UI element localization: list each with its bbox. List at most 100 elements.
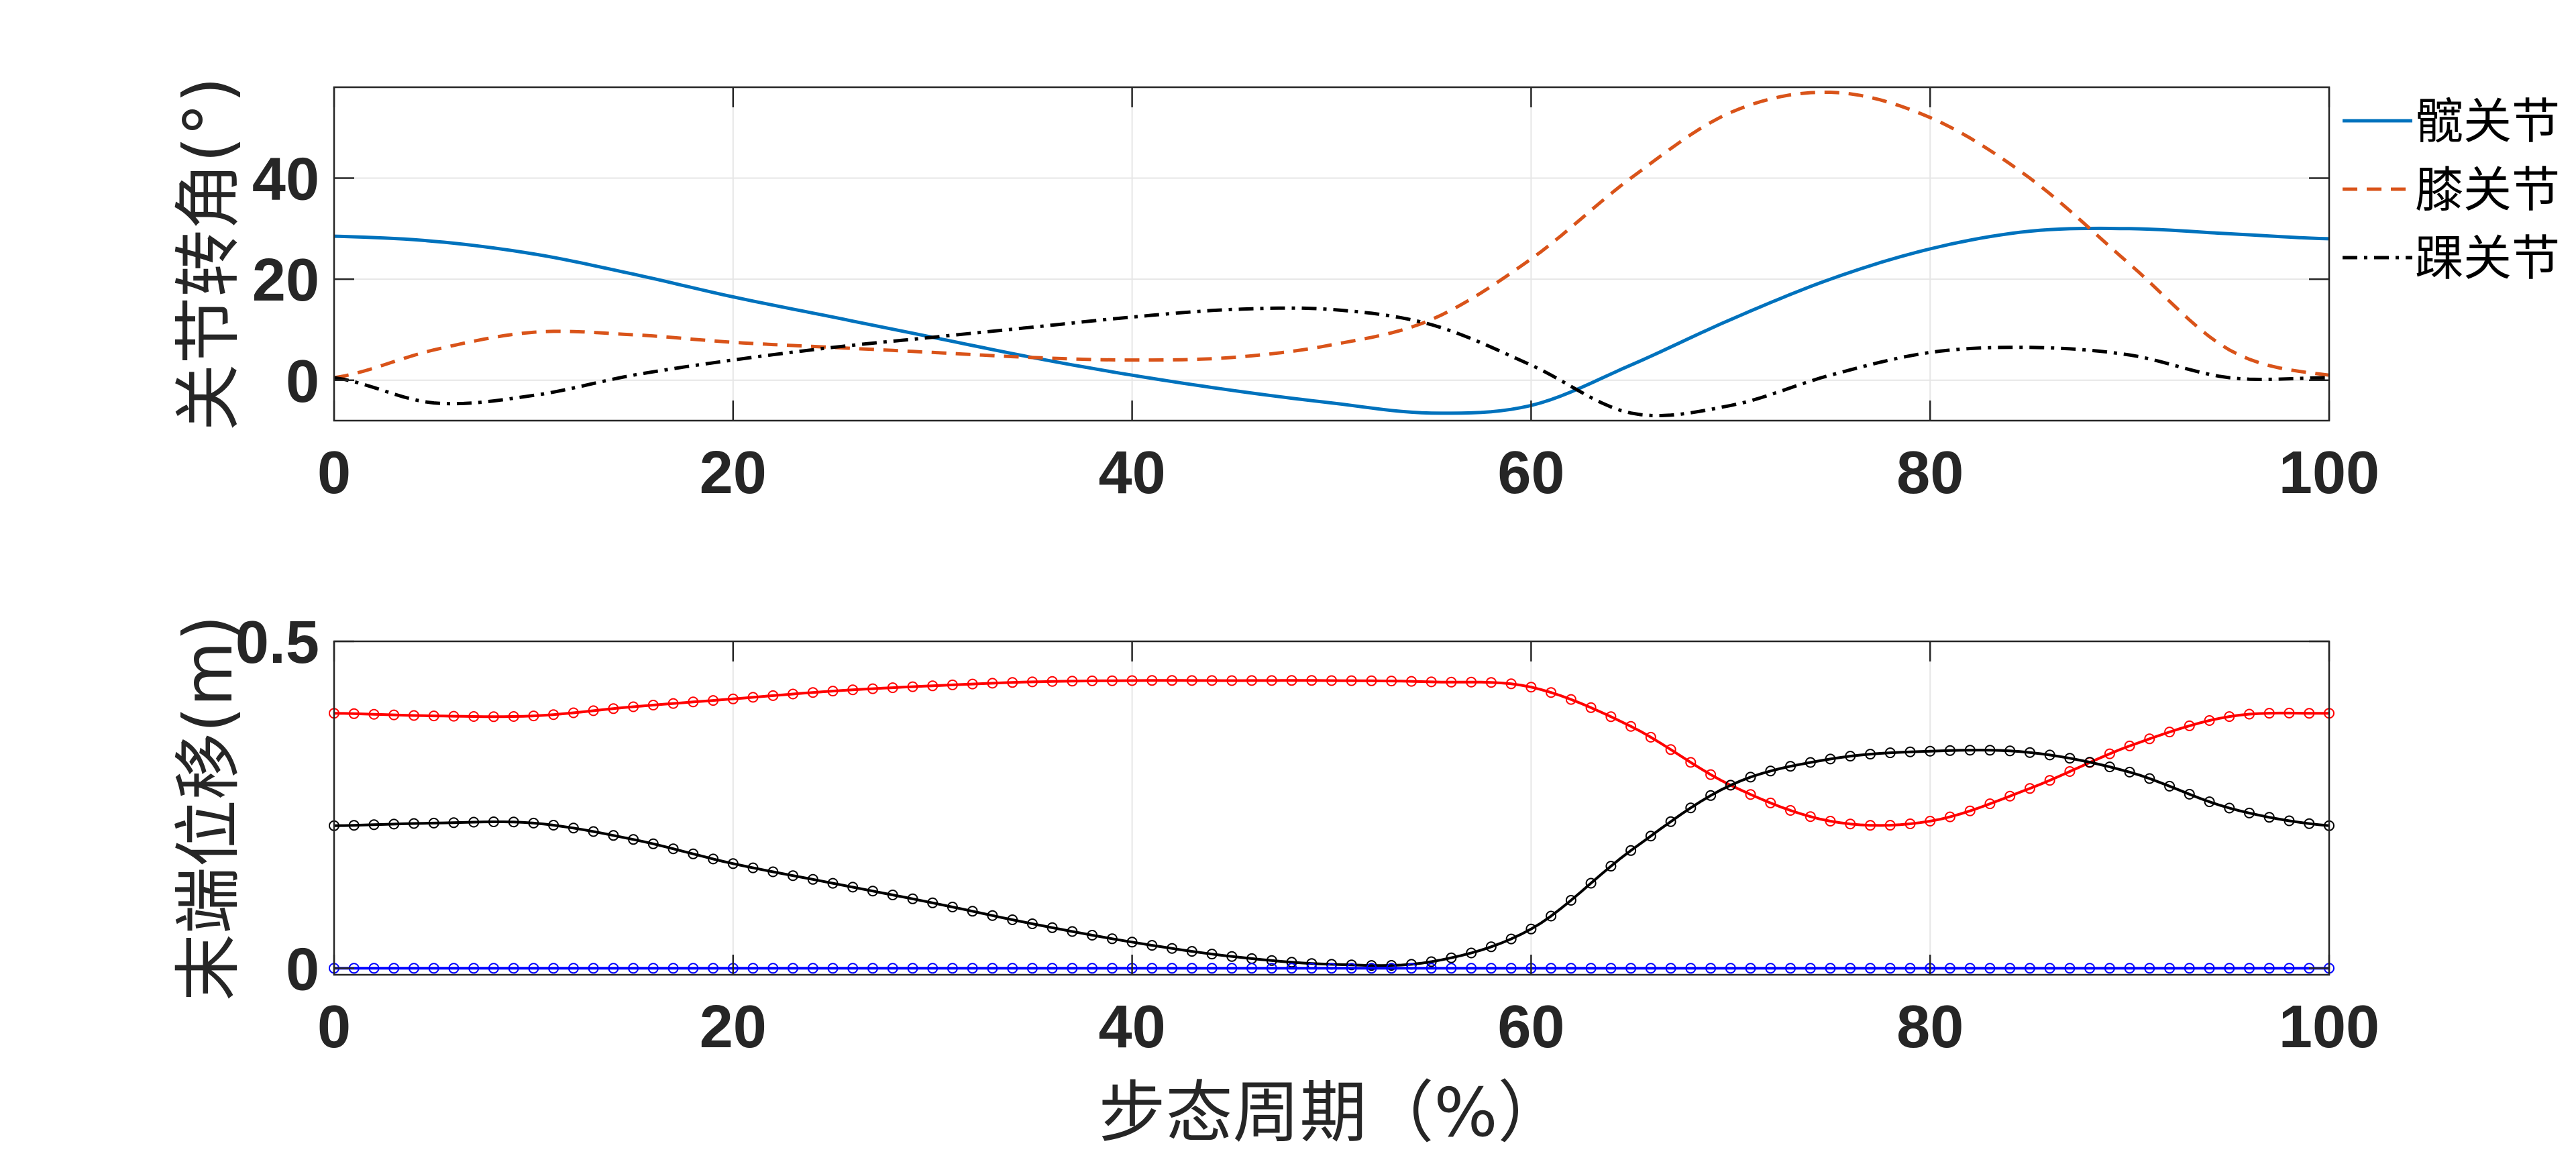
data-point xyxy=(2024,747,2035,758)
data-point xyxy=(807,873,818,885)
data-point xyxy=(1326,675,1337,686)
data-point xyxy=(967,678,978,690)
legend-label: 髋关节 xyxy=(2415,93,2560,150)
data-point xyxy=(747,692,759,703)
data-point xyxy=(508,816,519,828)
data-point xyxy=(1206,963,1218,974)
data-point xyxy=(608,703,619,714)
data-point xyxy=(2124,766,2135,778)
data-point xyxy=(667,698,679,709)
axes-frame xyxy=(333,640,2330,976)
data-point xyxy=(788,963,798,974)
data-point xyxy=(1665,963,1676,974)
data-point xyxy=(2004,745,2016,757)
legend-label: 膝关节 xyxy=(2415,162,2560,218)
data-point xyxy=(428,963,439,974)
data-point xyxy=(348,708,360,719)
data-point xyxy=(1585,963,1597,974)
data-point xyxy=(588,705,599,716)
series-line-2 xyxy=(333,91,2330,380)
data-point xyxy=(1725,963,1736,974)
data-point xyxy=(2263,963,2275,974)
data-point xyxy=(1306,675,1318,686)
data-point xyxy=(628,701,639,712)
data-point xyxy=(348,820,360,831)
x-tick-label: 40 xyxy=(1099,994,1166,1061)
data-point xyxy=(1785,805,1796,816)
y-tick-label: 0 xyxy=(286,348,319,415)
data-point xyxy=(1466,947,1477,959)
data-point xyxy=(987,678,998,689)
data-point xyxy=(388,818,400,830)
y-axis-label: 末端位移(m) xyxy=(169,615,248,1001)
data-point xyxy=(2184,720,2195,731)
data-point xyxy=(2284,707,2295,719)
data-point xyxy=(2244,708,2255,720)
series-group xyxy=(333,91,2330,418)
data-point xyxy=(2044,775,2055,786)
data-point xyxy=(2064,753,2076,764)
data-point xyxy=(1087,930,1098,941)
series-group xyxy=(329,675,2334,974)
data-point xyxy=(1585,877,1597,889)
data-point xyxy=(2184,963,2195,974)
x-tick-label: 20 xyxy=(700,994,767,1061)
data-point xyxy=(708,963,719,974)
data-point xyxy=(528,963,539,974)
data-point xyxy=(2304,818,2315,829)
data-point xyxy=(1964,805,1976,816)
data-point xyxy=(1026,676,1038,688)
data-point xyxy=(1126,675,1138,686)
data-point xyxy=(647,700,659,710)
plot-area xyxy=(334,641,2329,975)
series-line-1 xyxy=(333,679,2330,827)
data-point xyxy=(2284,815,2295,827)
data-point xyxy=(727,693,739,704)
data-point xyxy=(1046,922,1058,933)
data-point xyxy=(1805,757,1816,768)
data-point xyxy=(1226,675,1238,686)
data-point xyxy=(1825,816,1836,827)
data-point xyxy=(528,710,539,722)
data-point xyxy=(1964,963,1976,974)
data-point xyxy=(2144,773,2155,784)
data-point xyxy=(1186,946,1197,957)
data-point xyxy=(2304,708,2315,719)
data-point xyxy=(488,711,499,723)
data-point xyxy=(2144,733,2155,745)
data-point xyxy=(1406,676,1417,687)
data-point xyxy=(847,963,859,974)
data-point xyxy=(2164,727,2176,738)
data-point xyxy=(1186,963,1197,974)
data-point xyxy=(368,708,380,720)
data-point xyxy=(1745,963,1756,974)
data-point xyxy=(747,862,759,873)
data-point xyxy=(1326,963,1337,974)
data-point xyxy=(1266,963,1277,974)
data-point xyxy=(847,684,859,696)
data-point xyxy=(1446,952,1457,963)
data-point xyxy=(2204,715,2215,726)
data-point xyxy=(827,686,839,697)
x-tick-label: 100 xyxy=(2279,439,2379,507)
y-axis-label: 关节转角(°) xyxy=(169,76,248,431)
x-tick-label: 60 xyxy=(1497,994,1564,1061)
data-point xyxy=(2263,708,2275,719)
data-point xyxy=(608,963,619,974)
data-point xyxy=(708,853,719,865)
data-point xyxy=(1685,963,1697,974)
data-point xyxy=(508,711,519,722)
data-point xyxy=(1485,941,1497,953)
data-point xyxy=(1546,963,1557,974)
data-point xyxy=(2284,963,2295,974)
data-point xyxy=(1904,818,1916,829)
data-point xyxy=(588,963,599,974)
data-point xyxy=(1466,963,1477,974)
data-point xyxy=(667,843,679,855)
y-tick-label: 0.5 xyxy=(235,609,319,676)
data-point xyxy=(747,963,759,974)
data-point xyxy=(1246,675,1257,686)
data-point xyxy=(1206,675,1218,686)
data-point xyxy=(867,886,878,897)
